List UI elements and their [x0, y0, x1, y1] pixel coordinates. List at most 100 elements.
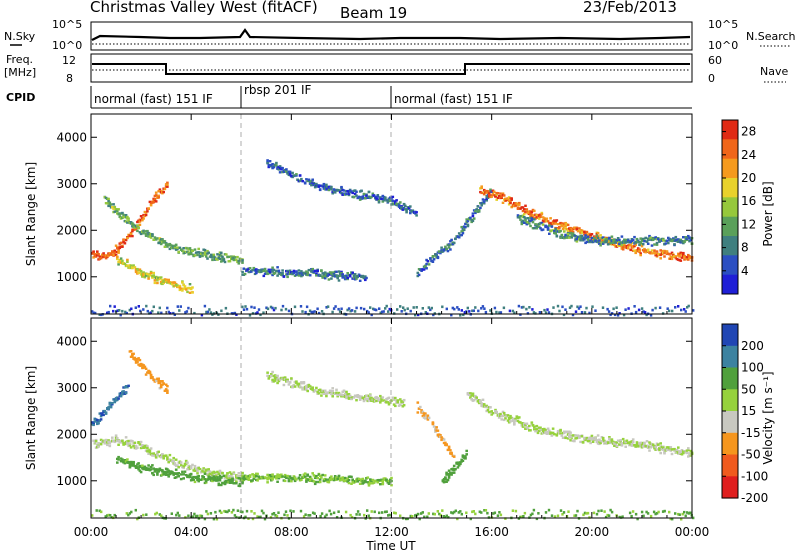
velocity-cell — [421, 414, 425, 418]
velocity-cell — [306, 389, 309, 393]
power-cell — [559, 229, 562, 233]
velocity-cell — [684, 514, 687, 518]
power-cell — [151, 276, 154, 279]
power-cell — [650, 252, 654, 255]
power-cell — [288, 173, 292, 176]
velocity-cell — [416, 401, 420, 404]
velocity-cell — [470, 394, 473, 397]
velocity-cell — [97, 422, 100, 425]
velocity-cell — [184, 516, 187, 519]
velocity-cell — [335, 516, 339, 519]
power-cell — [571, 313, 575, 317]
power-cell — [243, 272, 247, 276]
velocity-cell — [298, 474, 302, 477]
velocity-cell — [315, 480, 318, 484]
power-cell — [230, 255, 233, 258]
velocity-cell — [182, 466, 185, 470]
power-cell — [169, 312, 172, 315]
velocity-cell — [130, 510, 133, 514]
velocity-cell — [158, 380, 162, 383]
power-cell — [148, 200, 152, 204]
velocity-cell — [366, 509, 369, 512]
velocity-cell — [226, 510, 229, 514]
velocity-cell — [673, 447, 676, 451]
velocity-cell — [283, 513, 286, 517]
velocity-cell — [450, 511, 453, 514]
velocity-cell — [645, 510, 648, 514]
velocity-cell — [287, 479, 291, 483]
power-cell — [220, 309, 223, 313]
power-cell — [281, 271, 284, 275]
power-cell — [370, 313, 373, 317]
power-cell — [318, 188, 322, 191]
velocity-cell — [143, 365, 147, 368]
velocity-cell — [482, 403, 486, 406]
power-cell — [177, 250, 180, 254]
velocity-cell — [250, 510, 253, 513]
velocity-cell — [661, 510, 665, 513]
velocity-cell — [399, 514, 402, 518]
velocity-cell — [147, 464, 150, 467]
power-cell — [331, 271, 334, 274]
power-cell — [108, 201, 112, 204]
velocity-cell — [441, 509, 444, 512]
velocity-cell — [574, 434, 577, 437]
power-cell — [348, 275, 352, 278]
velocity-cell — [307, 514, 310, 517]
power-cell — [624, 308, 627, 311]
power-cell — [230, 312, 234, 315]
velocity-cell — [164, 383, 168, 386]
velocity-cell — [241, 510, 244, 514]
power-cell — [606, 307, 609, 311]
velocity-cell — [98, 509, 101, 513]
power-cell — [366, 309, 369, 313]
velocity-cell — [155, 511, 158, 515]
power-cell — [404, 204, 407, 207]
power-colorbar-swatch — [722, 197, 738, 218]
power-cell — [502, 194, 506, 197]
velocity-cell — [553, 515, 557, 518]
power-cell — [181, 289, 184, 292]
power-cell — [225, 253, 228, 256]
power-cell — [600, 236, 604, 240]
velocity-cell — [544, 511, 548, 514]
power-cell — [372, 307, 375, 311]
velocity-cell — [124, 436, 128, 439]
velocity-cell — [236, 509, 240, 512]
velocity-cell — [361, 477, 365, 481]
velocity-cell — [232, 508, 235, 512]
velocity-cell — [489, 406, 492, 409]
power-cell — [201, 254, 204, 258]
power-cell — [668, 309, 671, 313]
velocity-cell — [520, 515, 524, 519]
velocity-cell — [176, 511, 179, 515]
velocity-cell — [330, 392, 333, 395]
power-cell — [209, 253, 213, 257]
velocity-cell — [109, 514, 112, 517]
power-cell — [549, 217, 552, 220]
velocity-cell — [687, 448, 690, 452]
power-cell — [248, 314, 252, 317]
velocity-cell — [230, 474, 233, 478]
power-cell — [308, 182, 312, 185]
velocity-cell — [208, 470, 212, 473]
power-cell — [273, 163, 277, 166]
velocity-cell — [663, 509, 666, 513]
velocity-cell — [427, 416, 431, 420]
freq-label-line1: Freq. — [6, 53, 33, 66]
velocity-cell — [106, 443, 109, 447]
power-cell — [415, 214, 418, 217]
velocity-cell — [203, 517, 207, 521]
velocity-cell — [547, 508, 551, 512]
power-cell — [492, 190, 496, 193]
power-cell — [474, 306, 477, 309]
velocity-cell — [498, 511, 501, 514]
velocity-cell — [107, 407, 110, 410]
power-cell — [561, 224, 565, 227]
power-cell — [337, 279, 341, 282]
power-cell — [106, 311, 109, 315]
power-cell — [182, 283, 185, 287]
velocity-cell — [590, 438, 594, 441]
power-cell — [98, 313, 101, 316]
power-cell — [425, 262, 428, 266]
